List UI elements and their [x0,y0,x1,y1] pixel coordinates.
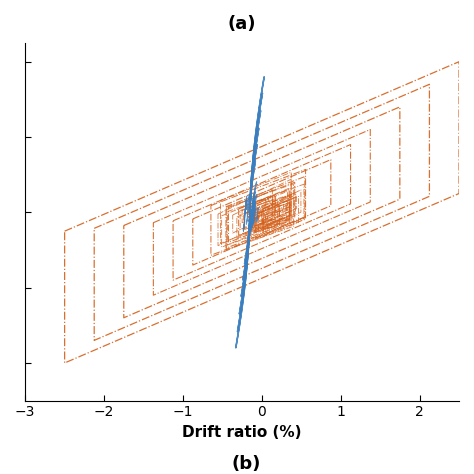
Text: (b): (b) [232,455,261,473]
X-axis label: Drift ratio (%): Drift ratio (%) [182,425,302,440]
Title: (a): (a) [228,15,256,33]
